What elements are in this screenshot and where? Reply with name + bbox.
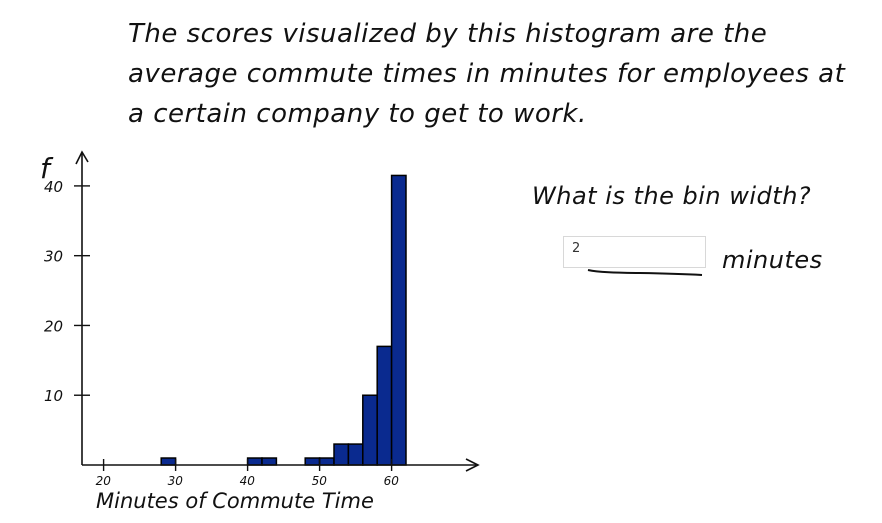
question-text: What is the bin width? — [532, 182, 812, 210]
histogram-bar-50-52 — [318, 457, 335, 466]
histogram-bar-28-30 — [160, 457, 177, 466]
x-tick-label-40: 40 — [240, 474, 256, 488]
x-tick-label-60: 60 — [384, 474, 400, 488]
bin-width-answer-input[interactable] — [563, 236, 706, 268]
histogram-bar-56-58 — [362, 394, 378, 466]
histogram-bar-58-60 — [376, 345, 393, 466]
x-tick-label-50: 50 — [312, 474, 328, 488]
problem-statement: The scores visualized by this histogram … — [128, 19, 846, 129]
x-tick-label-30: 30 — [168, 474, 184, 488]
histogram-bar-40-42 — [246, 457, 263, 466]
chart-axes — [75, 150, 480, 472]
answer-unit-label: minutes — [722, 246, 823, 274]
y-tick-label-40: 40 — [44, 178, 63, 196]
x-axis-label: Minutes of Commute Time — [96, 489, 374, 513]
histogram-bars — [160, 174, 407, 466]
y-axis-arrow — [75, 150, 89, 165]
histogram-bar-54-56 — [347, 443, 364, 466]
histogram-bar-52-54 — [333, 443, 350, 466]
y-tick-label-20: 20 — [44, 317, 63, 335]
y-tick-label-10: 10 — [44, 387, 63, 405]
histogram-bar-48-50 — [304, 457, 321, 466]
chart-ticks: 10 20 30 40 20 30 40 50 60 — [44, 178, 399, 488]
histogram-bar-42-44 — [261, 457, 278, 466]
x-axis-arrow — [465, 458, 480, 472]
answer-underline — [587, 269, 703, 276]
y-tick-label-30: 30 — [44, 248, 63, 266]
histogram-bar-60-62 — [390, 174, 407, 466]
x-tick-label-20: 20 — [96, 474, 112, 488]
